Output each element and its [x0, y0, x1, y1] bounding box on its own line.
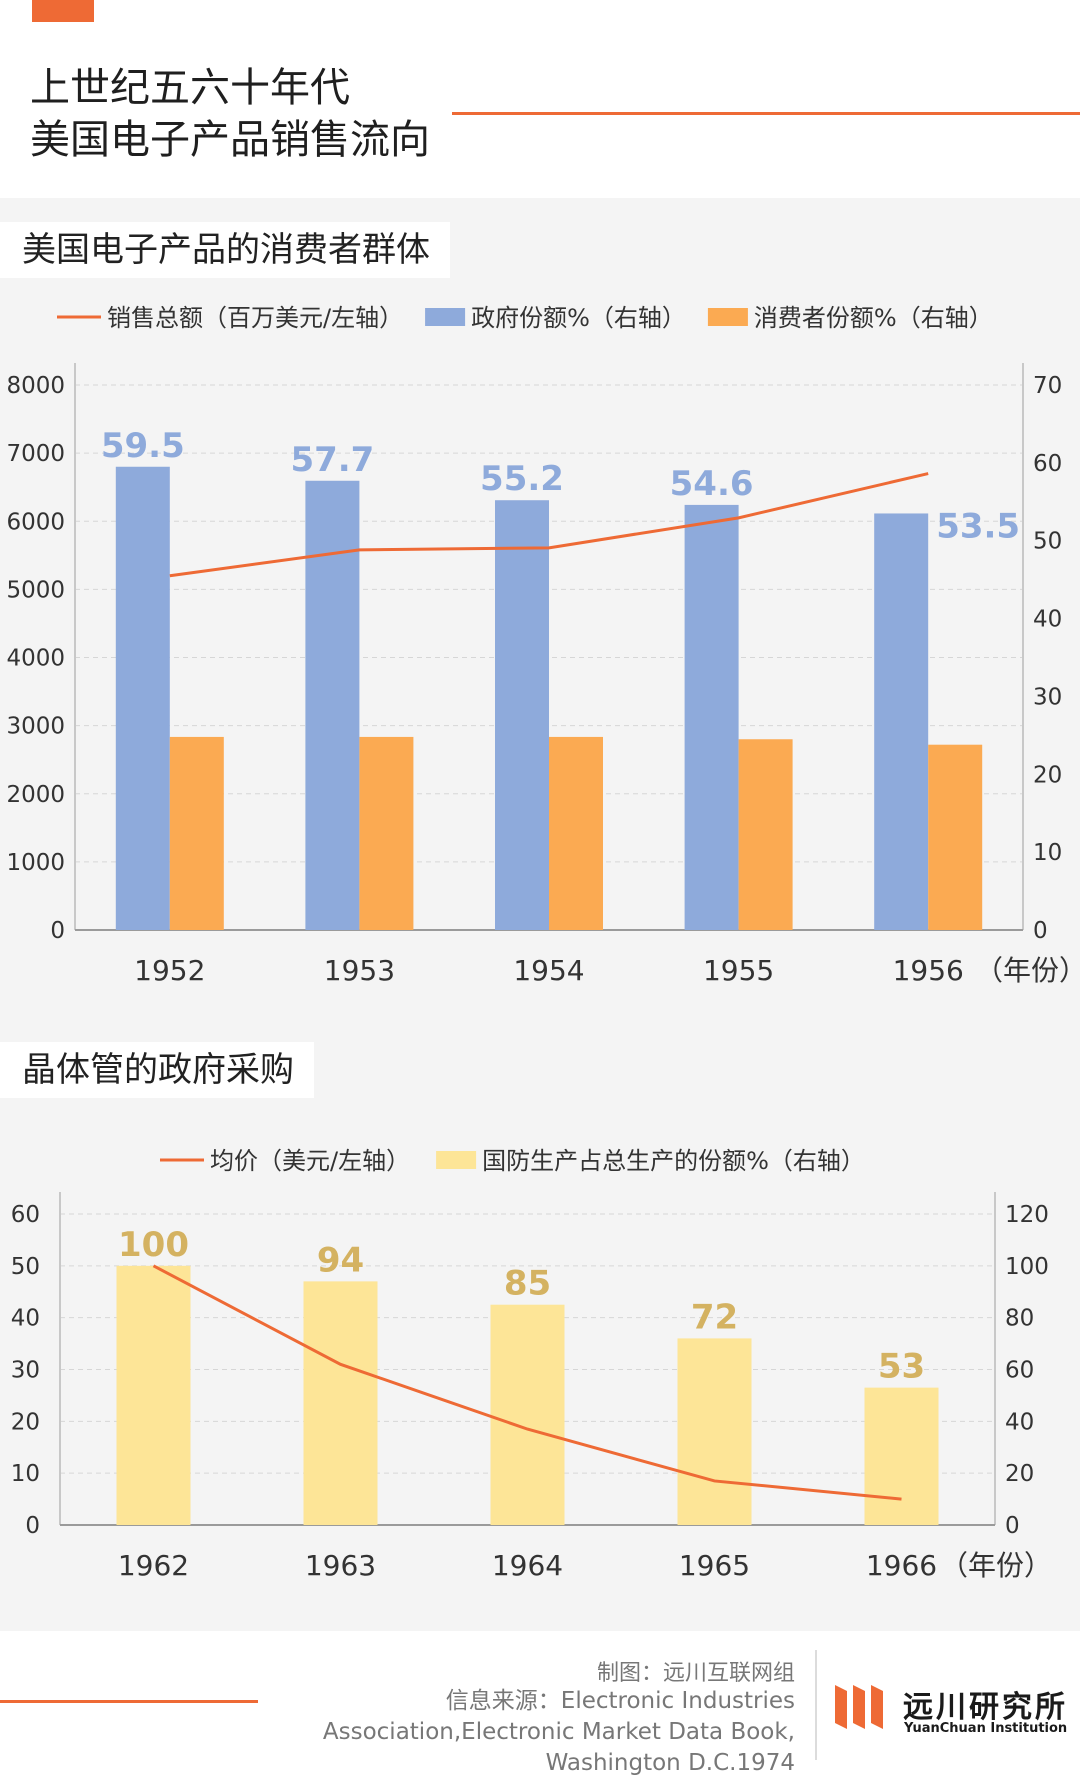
chart2-legend-swatch-bar — [436, 1151, 477, 1169]
chart1-right-tick-label: 70 — [1033, 373, 1062, 399]
page-title-line2: 美国电子产品销售流向 — [30, 117, 430, 163]
footer-source: 信息来源：Electronic Industries Association,E… — [322, 1688, 795, 1776]
chart2-right-tick-label: 100 — [1005, 1254, 1049, 1280]
chart2-left-tick-label: 40 — [11, 1306, 40, 1332]
chart1-left-tick-label: 7000 — [6, 441, 65, 467]
chart2-bar-primary — [677, 1338, 752, 1525]
chart1-category-label: 1956 — [893, 954, 964, 987]
chart2-left-tick-label: 60 — [11, 1202, 40, 1228]
chart1-data-label: 54.6 — [670, 464, 754, 504]
chart2-bar-primary — [116, 1265, 191, 1525]
chart1-left-tick-label: 8000 — [6, 373, 65, 399]
chart1-right-tick-label: 50 — [1033, 529, 1062, 555]
chart2-heading: 晶体管的政府采购 — [0, 1042, 314, 1098]
chart1-left-tick-label: 6000 — [6, 509, 65, 535]
chart2-category-label: 1963 — [305, 1549, 376, 1582]
chart2-left-tick-label: 50 — [11, 1254, 40, 1280]
chart2-category-label: 1962 — [118, 1549, 189, 1582]
chart2-bar-primary — [490, 1304, 565, 1525]
footer-divider — [815, 1650, 817, 1760]
chart2-bar-primary — [864, 1387, 939, 1525]
chart1-heading: 美国电子产品的消费者群体 — [0, 222, 450, 278]
chart1-left-tick-label: 2000 — [6, 782, 65, 808]
chart2-category-label: 1966 — [866, 1549, 937, 1582]
chart1-bar-secondary — [359, 736, 414, 930]
footer-rule — [0, 1700, 258, 1703]
chart1-data-label: 59.5 — [101, 426, 185, 466]
chart2-left-tick-label: 20 — [11, 1409, 40, 1435]
chart2-bar-primary — [303, 1281, 378, 1525]
chart1-bar-secondary — [549, 736, 603, 930]
chart1-right-tick-label: 30 — [1033, 684, 1062, 710]
chart1-left-tick-label: 1000 — [6, 850, 65, 876]
chart1-right-tick-label: 10 — [1033, 840, 1062, 866]
logo-icon — [835, 1685, 883, 1729]
chart2-category-label: 1964 — [492, 1549, 563, 1582]
chart2-data-label: 85 — [504, 1264, 551, 1304]
chart2-left-tick-label: 10 — [11, 1461, 40, 1487]
chart1-bar-primary — [305, 480, 360, 930]
chart1-bar-primary — [684, 504, 739, 930]
chart1-right-tick-label: 20 — [1033, 762, 1062, 788]
chart1-legend-label: 销售总额（百万美元/左轴） — [107, 304, 403, 332]
chart1-left-tick-label: 3000 — [6, 714, 65, 740]
chart1-legend-label: 消费者份额%（右轴） — [754, 304, 993, 332]
chart2-left-tick-label: 0 — [25, 1513, 40, 1539]
chart1-category-label: 1954 — [513, 954, 584, 987]
logo-text-cn: 远川研究所 — [903, 1690, 1068, 1725]
chart1-bar-primary — [495, 500, 549, 930]
chart1-right-tick-label: 0 — [1033, 918, 1048, 944]
chart1-right-tick-label: 60 — [1033, 451, 1062, 477]
chart2-svg: 0 10 20 30 40 50 60 0 20 40 60 80 100 120 100 1962 94 196… — [11, 1147, 1052, 1582]
chart2-right-tick-label: 80 — [1005, 1306, 1034, 1332]
chart1-bar-secondary — [169, 736, 224, 930]
chart1-x-unit-label: （年份） — [975, 954, 1080, 987]
title-rule — [452, 112, 1080, 115]
chart1-category-label: 1955 — [703, 954, 774, 987]
chart1-bar-primary — [115, 466, 170, 930]
chart1-bar-secondary — [928, 744, 983, 930]
chart2-left-tick-label: 30 — [11, 1358, 40, 1384]
chart1-data-label: 53.5 — [936, 506, 1020, 546]
chart1-left-tick-label: 5000 — [6, 577, 65, 603]
chart1-bar-primary — [874, 513, 929, 930]
chart1-data-label: 57.7 — [290, 440, 374, 480]
chart1-data-label: 55.2 — [480, 459, 564, 499]
chart1-left-tick-label: 0 — [50, 918, 65, 944]
chart1-legend-label: 政府份额%（右轴） — [471, 304, 686, 332]
chart2-data-label: 100 — [118, 1225, 189, 1265]
chart1-bar-secondary — [738, 739, 793, 930]
chart2-right-tick-label: 60 — [1005, 1358, 1034, 1384]
chart2-data-label: 72 — [691, 1297, 738, 1337]
chart2-legend-label: 国防生产占总生产的份额%（右轴） — [482, 1147, 865, 1175]
page-title: 上世纪五六十年代 美国电子产品销售流向 — [30, 62, 430, 166]
chart1-right-tick-label: 40 — [1033, 607, 1062, 633]
chart1-legend-swatch-bar — [707, 308, 748, 326]
chart2-right-tick-label: 120 — [1005, 1202, 1049, 1228]
chart2-legend-label: 均价（美元/左轴） — [210, 1147, 410, 1175]
chart2-right-tick-label: 20 — [1005, 1461, 1034, 1487]
chart2-x-unit-label: （年份） — [940, 1549, 1052, 1582]
chart1-category-label: 1952 — [134, 954, 205, 987]
top-accent-bar — [32, 0, 94, 22]
chart2-line-series — [152, 1264, 902, 1501]
chart2-right-tick-label: 40 — [1005, 1409, 1034, 1435]
chart2-right-tick-label: 0 — [1005, 1513, 1020, 1539]
footer-credit: 制图：远川互联网组 — [596, 1661, 795, 1686]
chart1-left-tick-label: 4000 — [6, 646, 65, 672]
chart1-svg: 0 1000 2000 3000 4000 5000 6000 7000 8000 0 10 20 30… — [6, 304, 1080, 987]
logo-text-en: YuanChuan Institution — [904, 1721, 1068, 1736]
chart1-legend-swatch-bar — [425, 308, 466, 326]
chart1-line-series — [169, 472, 929, 578]
chart2-data-label: 53 — [878, 1347, 925, 1387]
chart2-data-label: 94 — [317, 1240, 364, 1280]
chart2-category-label: 1965 — [679, 1549, 750, 1582]
chart1-category-label: 1953 — [324, 954, 395, 987]
page-title-line1: 上世纪五六十年代 — [30, 65, 350, 111]
